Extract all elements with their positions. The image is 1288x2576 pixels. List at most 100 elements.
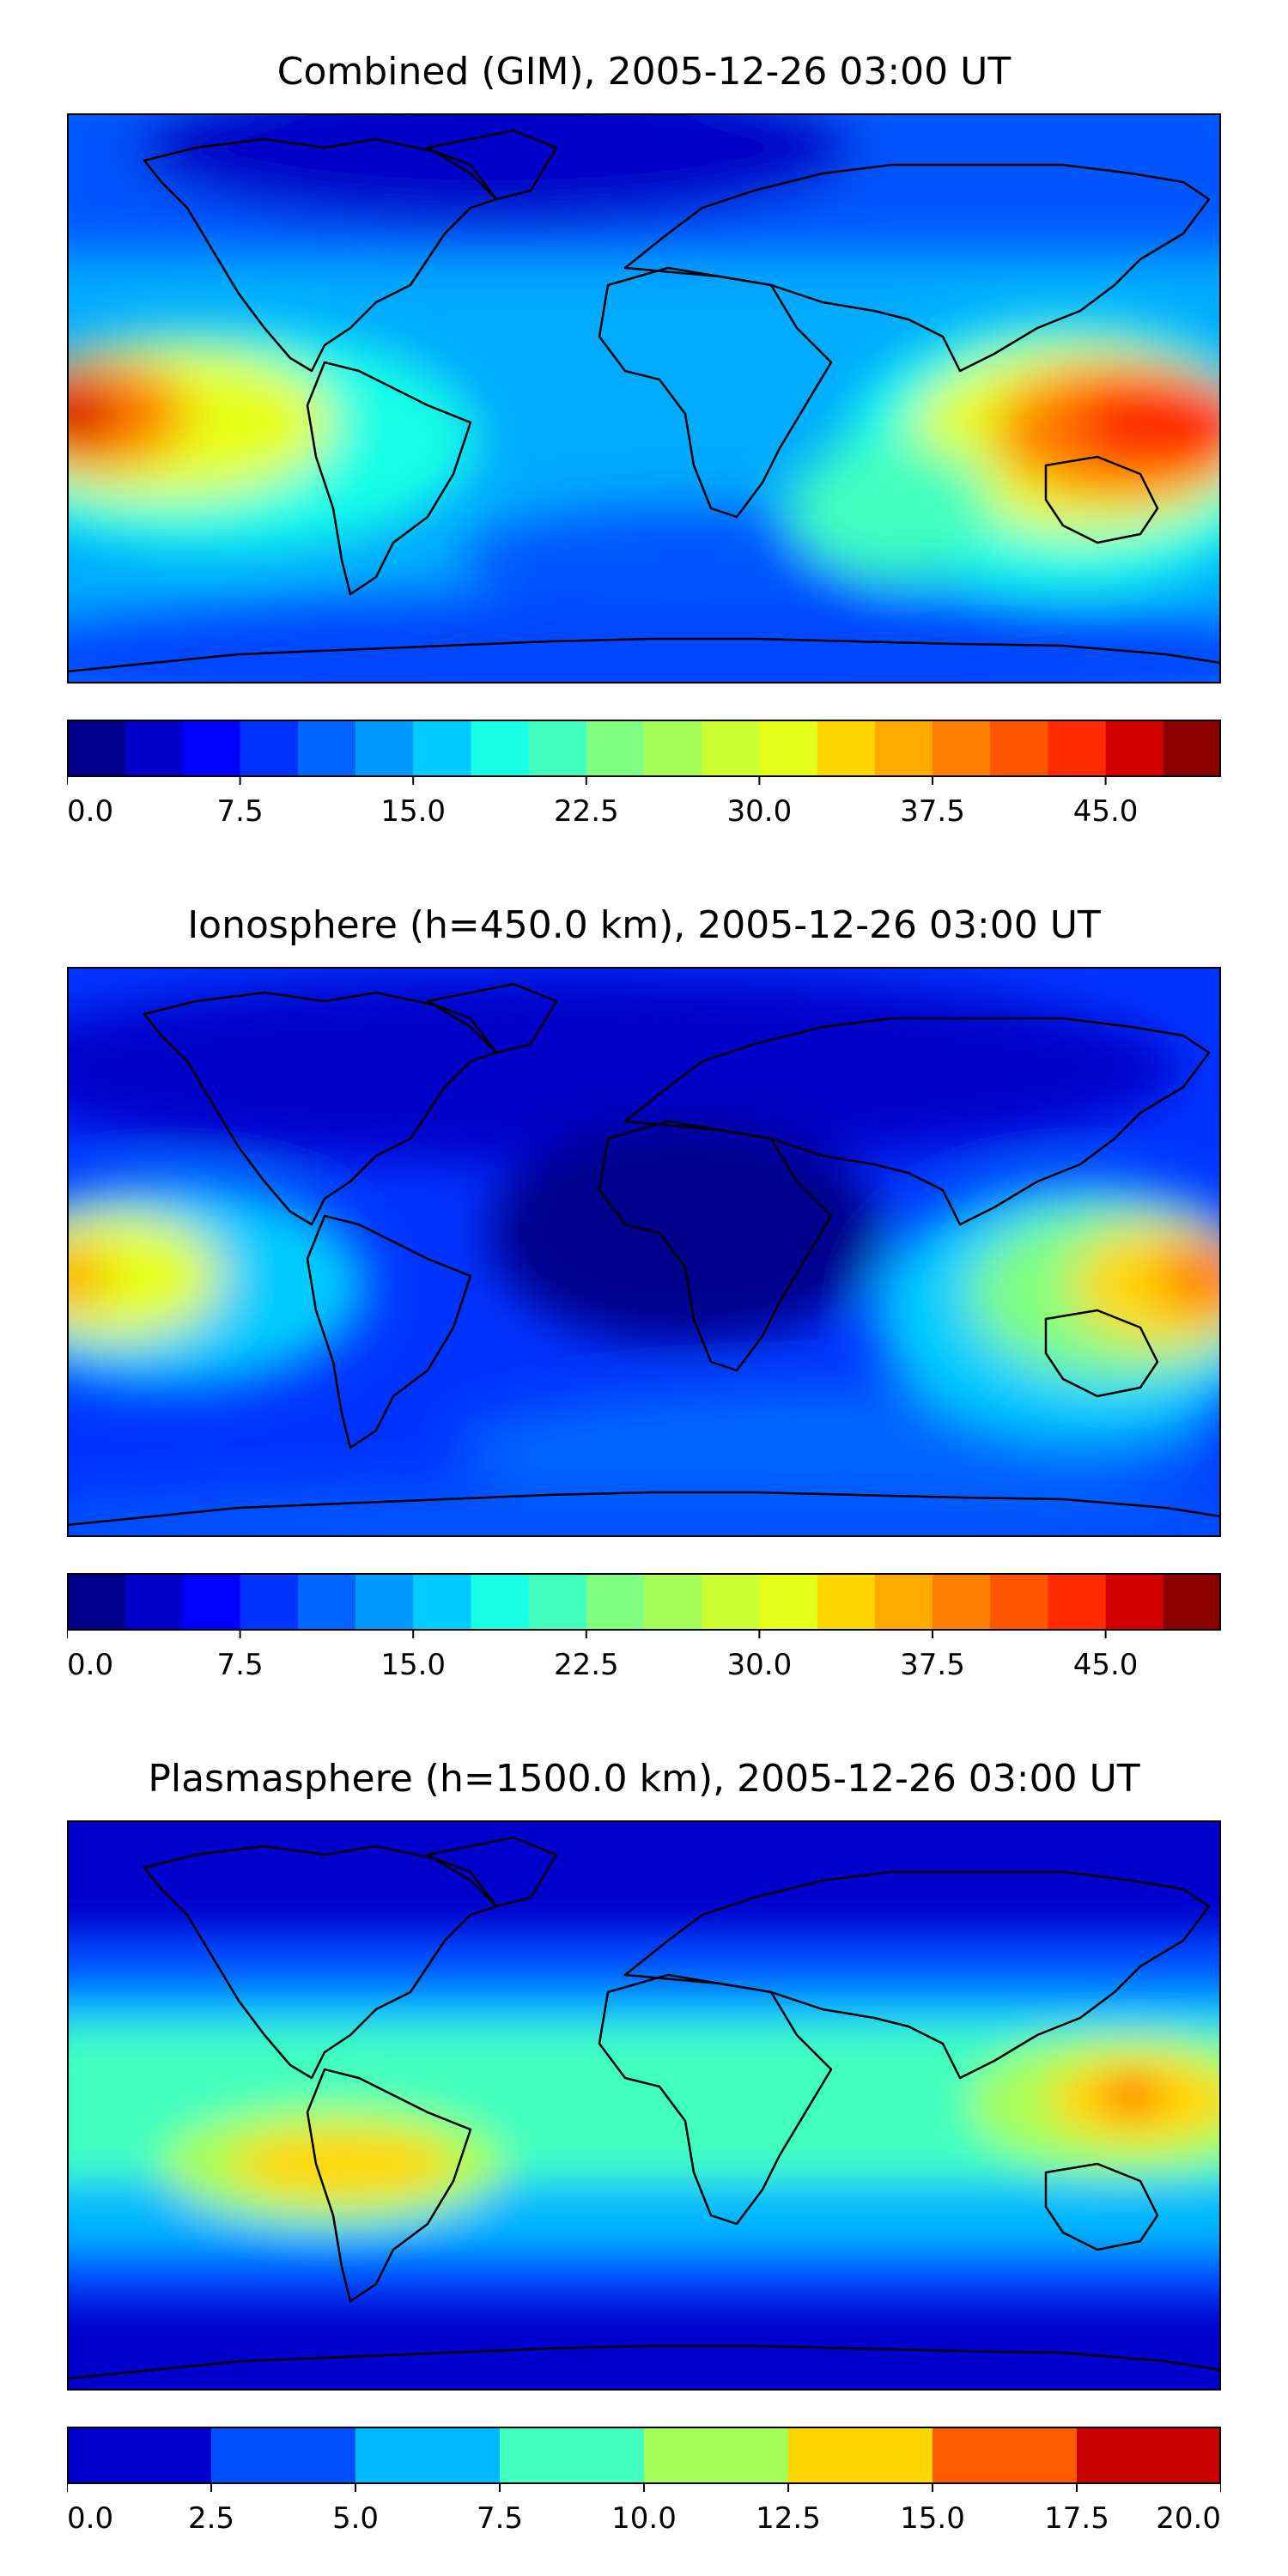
panel-1-colorbar-segment — [471, 720, 530, 776]
panel-2-field-pacific-yellow — [67, 1212, 222, 1340]
panel-3-colorbar-tick-label: 7.5 — [477, 2501, 523, 2536]
panel-2-colorbar-segment — [67, 1573, 125, 1630]
panel-2-europe-asia — [623, 1017, 1211, 1226]
panel-2-colorbar-segment — [874, 1573, 933, 1630]
panel-1-colorbar-segment — [355, 720, 414, 776]
panel-3-colorbar-segment — [67, 2427, 212, 2483]
panel-1-field-asia-red — [1072, 375, 1221, 470]
panel-2-colorbar-tick-label: 37.5 — [900, 1648, 965, 1682]
panel-3-colorbar-segment — [933, 2427, 1078, 2483]
panel-2-field-pacific-orange — [67, 1242, 110, 1310]
panel-2-map — [67, 967, 1221, 1537]
panel-1-colorbar-frame — [67, 720, 1221, 777]
panel-2-colorbar-segment — [644, 1573, 702, 1630]
panel-1-colorbar-tick-label: 0.0 — [67, 794, 113, 829]
panel-3-colorbar-segment — [500, 2427, 645, 2483]
panel-3-field-samerica-yellow — [230, 2129, 453, 2198]
panel-2-colorbar: 0.0 7.5 15.0 22.5 30.0 37.5 45.0 — [67, 1573, 1221, 1682]
panel-3-colorbar-tick-label: 2.5 — [188, 2501, 234, 2536]
panel-1-colorbar-segment — [182, 720, 241, 776]
panel-3-colorbar-segment — [788, 2427, 933, 2483]
panel-1-field-indian-aqua — [788, 440, 994, 577]
panel-1-colorbar-tick-label: 45.0 — [1073, 794, 1139, 829]
panel-2-colorbar-segment — [759, 1573, 818, 1630]
panel-2-field-antarctic — [67, 1482, 1221, 1537]
panel-3-colorbar-tick-label: 20.0 — [1156, 2501, 1221, 2536]
panel-2-australia — [1044, 1309, 1159, 1398]
panel-2-colorbar-segment — [1105, 1573, 1164, 1630]
panel-1-colorbar-segment — [586, 720, 645, 776]
panel-3-antarctica — [67, 2344, 1221, 2380]
panel-1-colorbar-tick-label: 22.5 — [554, 794, 619, 829]
panel-1-colorbar-segment — [702, 720, 760, 776]
panel-1-colorbar-segment — [1048, 720, 1107, 776]
panel-1-australia — [1044, 455, 1159, 544]
panel-1-antarctica — [67, 637, 1221, 673]
panel-2-colorbar-segment — [355, 1573, 414, 1630]
panel-2-greenland — [426, 982, 558, 1054]
panel-2-colorbar-tick-label: 0.0 — [67, 1648, 113, 1682]
panel-1-colorbar-segment — [1163, 720, 1221, 776]
panel-2-colorbar-segment — [413, 1573, 471, 1630]
panel-2-south-america — [306, 1214, 472, 1449]
panel-2-field-asia-orange — [1157, 1237, 1221, 1315]
panel-3-south-america — [306, 2068, 472, 2303]
panel-1-colorbar-tick-label: 37.5 — [900, 794, 965, 829]
panel-3-greenland — [426, 1836, 558, 1908]
panel-2-field-north-dark — [67, 975, 1183, 1164]
panel-1-colorbar-segment — [240, 720, 299, 776]
panel-2-colorbar-segment — [125, 1573, 183, 1630]
panel-3-colorbar-segment — [211, 2427, 356, 2483]
panel-3-colorbar-tick-label: 12.5 — [756, 2501, 821, 2536]
panel-1-title: Combined (GIM), 2005-12-26 03:00 UT — [276, 50, 1012, 94]
panel-1-colorbar-tick-label: 30.0 — [727, 794, 793, 829]
panel-1-colorbar-tick-label: 15.0 — [380, 794, 446, 829]
panel-3-colorbar-tick-label: 15.0 — [900, 2501, 965, 2536]
panel-1-colorbar: 0.0 7.5 15.0 22.5 30.0 37.5 45.0 — [67, 720, 1221, 829]
panel-1-coastlines — [67, 129, 1221, 673]
panel-2-colorbar-segment — [817, 1573, 876, 1630]
panel-3-coastlines — [67, 1836, 1221, 2380]
panel-1-north-america — [143, 137, 498, 373]
panel-2-colorbar-segment — [182, 1573, 241, 1630]
panel-1-colorbar-segment — [528, 720, 587, 776]
panel-3-title: Plasmasphere (h=1500.0 km), 2005-12-26 0… — [148, 1757, 1140, 1801]
panel-1-colorbar-segment — [990, 720, 1048, 776]
panel-1-colorbar-segment — [933, 720, 991, 776]
panel-1-south-america — [306, 361, 472, 596]
panel-2-colorbar-segment — [1163, 1573, 1221, 1630]
panel-3-map-frame — [67, 1820, 1221, 2391]
panel-3-colorbar-tick-label: 10.0 — [611, 2501, 677, 2536]
panel-1-colorbar-segment — [125, 720, 183, 776]
panel-1-map — [67, 113, 1221, 683]
panel-2-colorbar-tick-label: 15.0 — [380, 1648, 446, 1682]
panel-2-map-frame — [67, 967, 1221, 1537]
panel-1-europe-asia — [623, 163, 1211, 373]
panel-2-coastlines — [67, 982, 1221, 1527]
panel-3-colorbar: 0.0 2.5 5.0 7.5 10.0 12.5 15.0 17.5 20.0 — [67, 2427, 1221, 2536]
panel-1-greenland — [426, 129, 558, 201]
panel-3-map — [67, 1820, 1221, 2391]
panel-2-colorbar-tick-label: 45.0 — [1073, 1648, 1139, 1682]
panel-3-colorbar-segment — [1077, 2427, 1221, 2483]
panel-2-colorbar-segment — [528, 1573, 587, 1630]
panel-3-colorbar-segment — [355, 2427, 501, 2483]
panel-2-colorbar-segment — [702, 1573, 760, 1630]
panel-2-north-america — [143, 991, 498, 1226]
panel-2-colorbar-segment — [933, 1573, 991, 1630]
panel-3-colorbar-tick-label: 5.0 — [332, 2501, 379, 2536]
panel-3-europe-asia — [623, 1870, 1211, 2080]
panel-2-colorbar-segment — [297, 1573, 356, 1630]
panel-3-colorbar-tick-label: 0.0 — [67, 2501, 113, 2536]
panel-1-colorbar-segment — [1105, 720, 1164, 776]
panel-3-colorbar-segment — [644, 2427, 789, 2483]
panel-1-colorbar-segment — [874, 720, 933, 776]
panel-1-colorbar-segment — [644, 720, 702, 776]
panel-1-colorbar-segment — [67, 720, 125, 776]
panel-2-colorbar-segment — [1048, 1573, 1107, 1630]
panel-2-colorbar-tick-label: 22.5 — [554, 1648, 619, 1682]
panel-1-colorbar-segment — [817, 720, 876, 776]
panel-2-colorbar-frame — [67, 1573, 1221, 1631]
panel-3-north-america — [143, 1844, 498, 2080]
